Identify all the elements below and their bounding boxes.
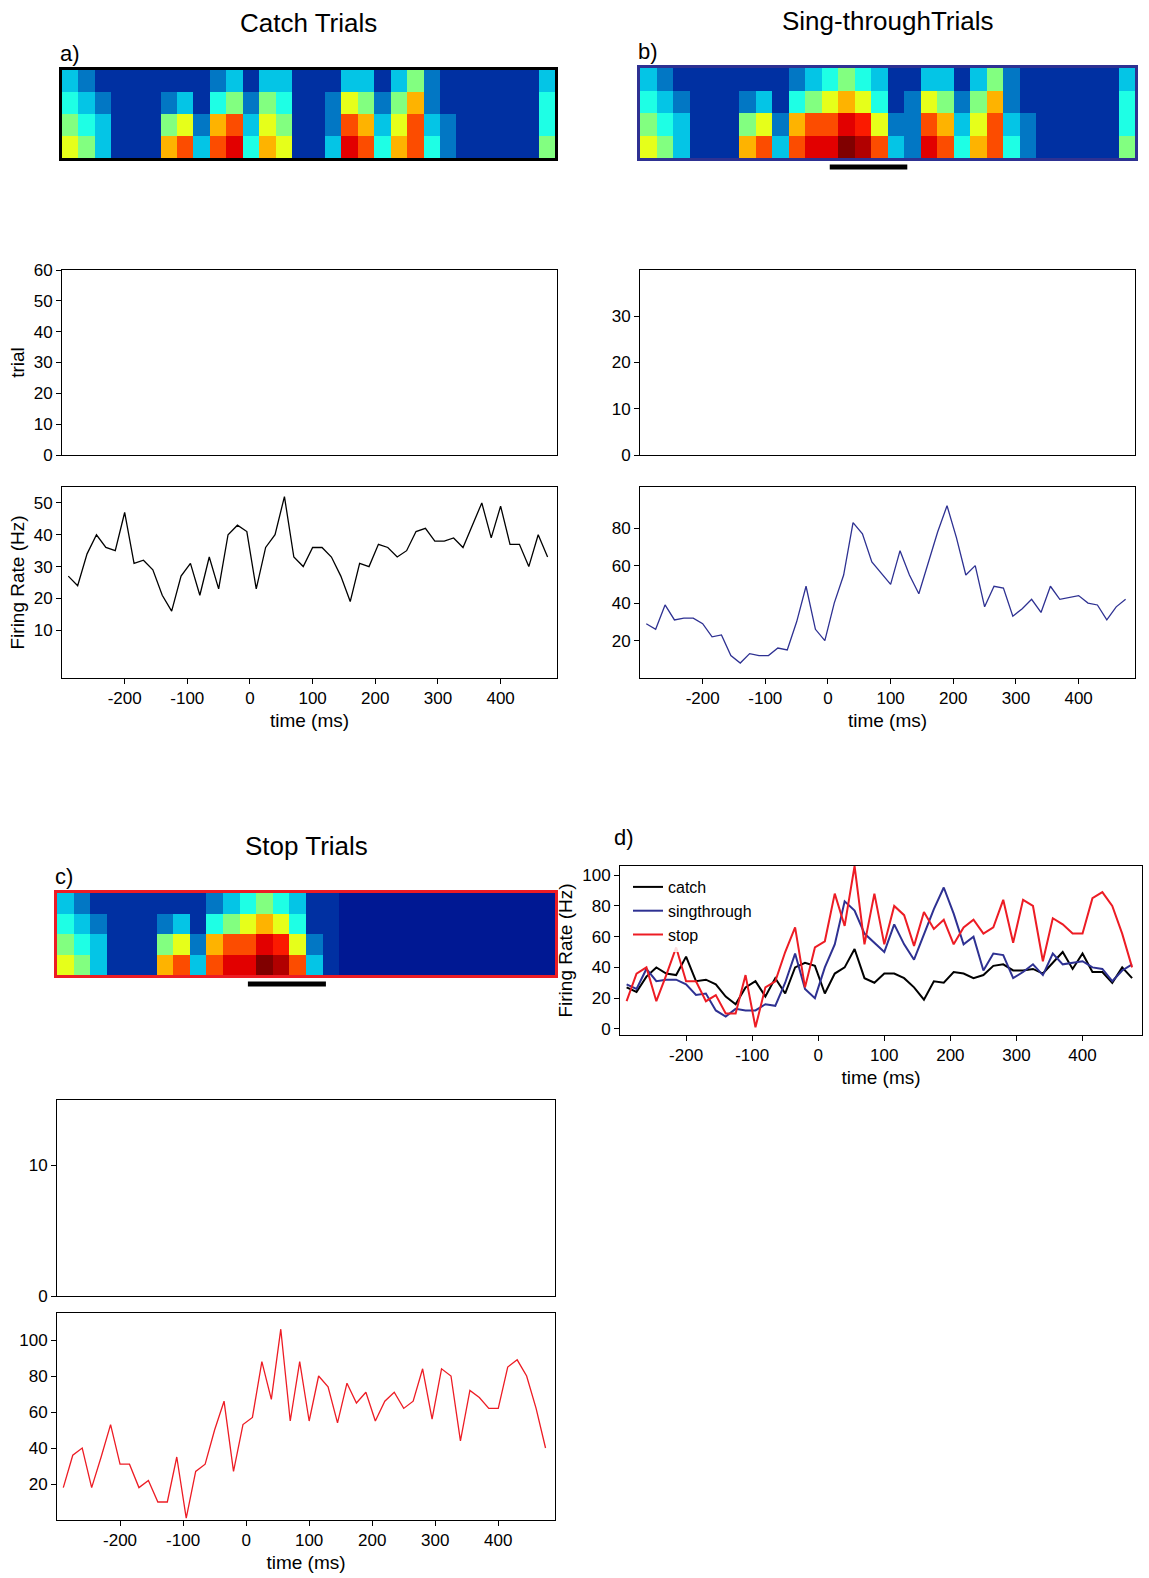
svg-text:10: 10 — [29, 1156, 48, 1175]
svg-text:200: 200 — [361, 689, 389, 708]
svg-text:10: 10 — [612, 400, 631, 419]
svg-text:time (ms): time (ms) — [266, 1552, 345, 1573]
svg-text:30: 30 — [34, 558, 53, 577]
svg-text:0: 0 — [241, 1531, 250, 1550]
svg-text:trial: trial — [7, 347, 28, 378]
svg-text:30: 30 — [612, 307, 631, 326]
svg-text:0: 0 — [38, 1287, 47, 1306]
svg-text:100: 100 — [876, 689, 904, 708]
svg-text:200: 200 — [939, 689, 967, 708]
svg-text:time (ms): time (ms) — [841, 1067, 920, 1088]
svg-text:300: 300 — [1002, 1046, 1030, 1065]
svg-text:60: 60 — [34, 261, 53, 280]
svg-text:d): d) — [614, 825, 634, 850]
svg-text:Firing Rate (Hz): Firing Rate (Hz) — [7, 515, 28, 649]
svg-text:b): b) — [638, 39, 658, 64]
svg-text:100: 100 — [19, 1331, 47, 1350]
svg-text:80: 80 — [592, 897, 611, 916]
svg-text:40: 40 — [29, 1439, 48, 1458]
svg-text:Catch Trials: Catch Trials — [240, 8, 377, 38]
svg-text:300: 300 — [1002, 689, 1030, 708]
svg-text:Firing Rate (Hz): Firing Rate (Hz) — [555, 883, 576, 1017]
svg-text:-200: -200 — [103, 1531, 137, 1550]
svg-text:catch: catch — [668, 879, 706, 896]
svg-text:20: 20 — [592, 989, 611, 1008]
svg-text:80: 80 — [612, 519, 631, 538]
svg-text:0: 0 — [601, 1020, 610, 1039]
svg-text:400: 400 — [484, 1531, 512, 1550]
svg-text:60: 60 — [29, 1403, 48, 1422]
svg-text:100: 100 — [582, 866, 610, 885]
svg-text:-200: -200 — [669, 1046, 703, 1065]
svg-text:20: 20 — [34, 384, 53, 403]
svg-text:200: 200 — [358, 1531, 386, 1550]
svg-text:stop: stop — [668, 927, 698, 944]
svg-text:80: 80 — [29, 1367, 48, 1386]
svg-text:40: 40 — [612, 594, 631, 613]
svg-text:0: 0 — [813, 1046, 822, 1065]
svg-text:-100: -100 — [735, 1046, 769, 1065]
svg-text:a): a) — [60, 41, 80, 66]
svg-text:10: 10 — [34, 621, 53, 640]
svg-text:-100: -100 — [170, 689, 204, 708]
svg-text:20: 20 — [34, 589, 53, 608]
svg-text:60: 60 — [592, 928, 611, 947]
svg-text:-100: -100 — [748, 689, 782, 708]
svg-text:20: 20 — [612, 353, 631, 372]
svg-text:Sing-throughTrials: Sing-throughTrials — [782, 6, 993, 36]
svg-text:-100: -100 — [166, 1531, 200, 1550]
svg-text:400: 400 — [486, 689, 514, 708]
svg-text:100: 100 — [298, 689, 326, 708]
svg-text:c): c) — [55, 864, 73, 889]
svg-text:0: 0 — [621, 446, 630, 465]
svg-text:40: 40 — [592, 958, 611, 977]
svg-text:100: 100 — [870, 1046, 898, 1065]
svg-text:50: 50 — [34, 494, 53, 513]
svg-text:0: 0 — [43, 446, 52, 465]
svg-text:40: 40 — [34, 323, 53, 342]
svg-text:30: 30 — [34, 353, 53, 372]
svg-text:Stop Trials: Stop Trials — [245, 831, 368, 861]
svg-text:0: 0 — [823, 689, 832, 708]
svg-text:300: 300 — [421, 1531, 449, 1550]
svg-text:400: 400 — [1068, 1046, 1096, 1065]
svg-text:40: 40 — [34, 526, 53, 545]
svg-text:20: 20 — [612, 632, 631, 651]
svg-text:60: 60 — [612, 557, 631, 576]
svg-text:0: 0 — [245, 689, 254, 708]
svg-text:time (ms): time (ms) — [848, 710, 927, 731]
svg-text:200: 200 — [936, 1046, 964, 1065]
svg-text:400: 400 — [1064, 689, 1092, 708]
svg-text:-200: -200 — [686, 689, 720, 708]
svg-text:-200: -200 — [108, 689, 142, 708]
svg-text:time (ms): time (ms) — [270, 710, 349, 731]
svg-text:10: 10 — [34, 415, 53, 434]
svg-text:20: 20 — [29, 1475, 48, 1494]
svg-text:50: 50 — [34, 292, 53, 311]
svg-text:300: 300 — [424, 689, 452, 708]
svg-text:singthrough: singthrough — [668, 903, 752, 920]
svg-text:100: 100 — [295, 1531, 323, 1550]
